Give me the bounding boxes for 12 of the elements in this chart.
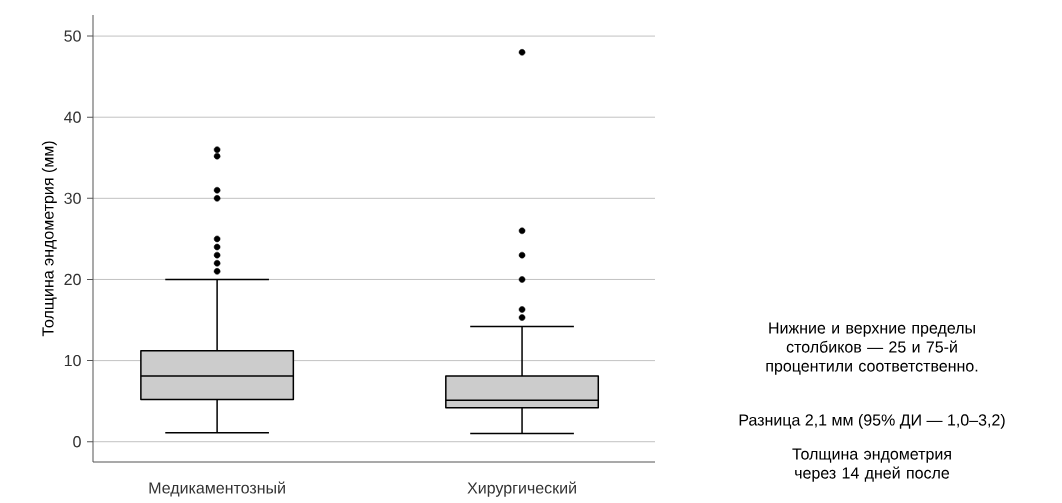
text: Разница 2,1 мм (95% ДИ — 1,0–3,2) (739, 413, 1005, 429)
y-tick-label: 20 (64, 273, 81, 286)
text: Толщина эндометрия через 14 дней после (792, 448, 951, 482)
y-tick-label: 40 (64, 111, 81, 123)
y-tick-label: 0 (73, 436, 81, 448)
y-axis-title: Толщина эндометрия (мм) (41, 141, 57, 337)
text: Нижние и верхние пределы столбиков — 25 и 75-й процентили соответственно. (766, 322, 978, 375)
x-tick-label: Хирургический (467, 481, 576, 497)
y-tick-label: 10 (64, 354, 81, 367)
x-tick-label: Медикаментозный (149, 481, 285, 497)
y-tick-label: 50 (64, 30, 81, 42)
y-tick-label: 30 (64, 192, 81, 204)
